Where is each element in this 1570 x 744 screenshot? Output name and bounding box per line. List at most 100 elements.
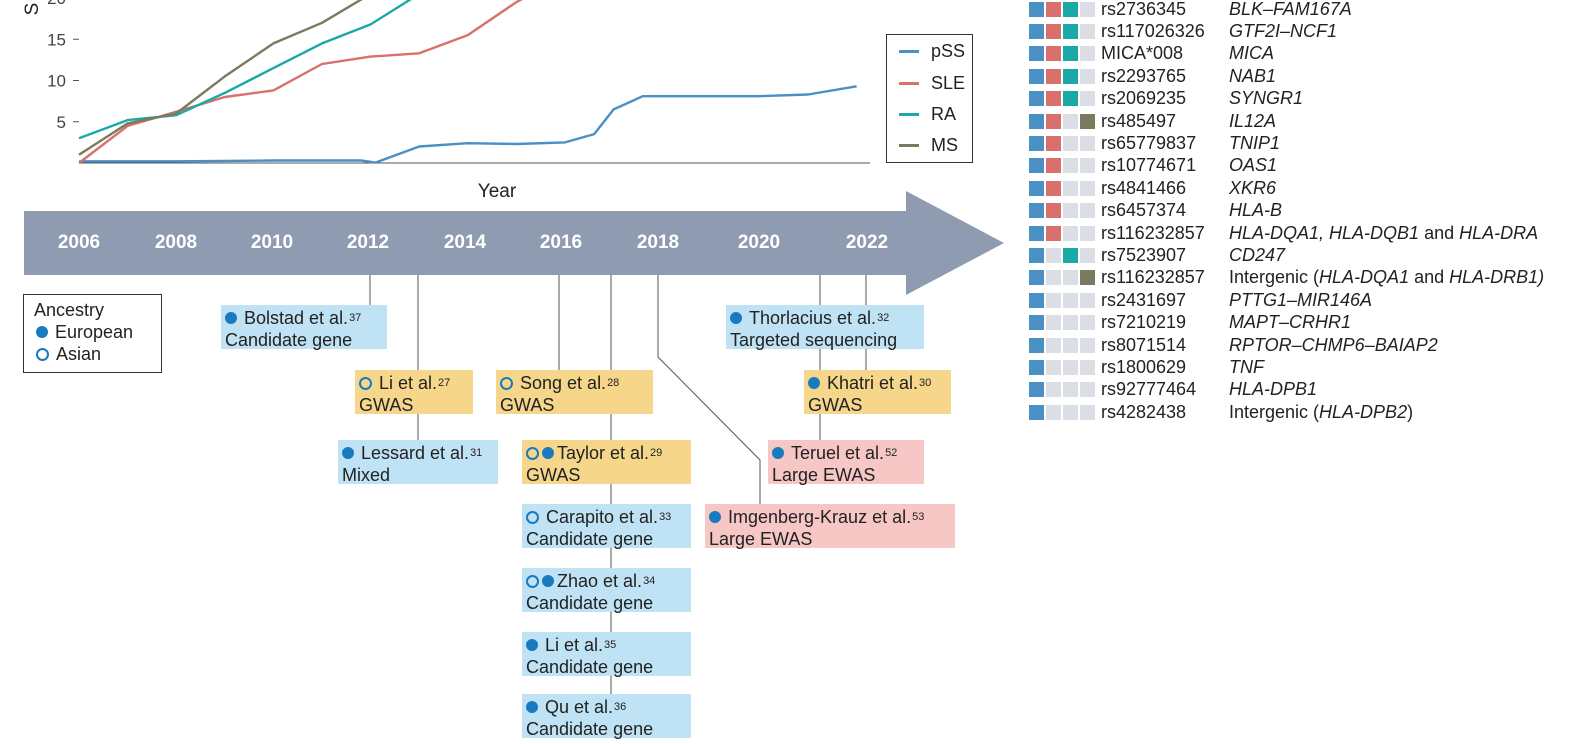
series-line-pss bbox=[79, 85, 857, 164]
disease-indicator-square bbox=[1029, 404, 1044, 420]
legend-item-sle: SLE bbox=[899, 71, 965, 95]
snp-gene: RPTOR–CHMP6–BAIAP2 bbox=[1229, 334, 1438, 355]
snp-row: rs117026326 GTF2I–NCF1 bbox=[1029, 20, 1337, 42]
snp-gene: TNIP1 bbox=[1229, 132, 1281, 153]
disease-indicator-square bbox=[1063, 270, 1078, 286]
snp-row: rs7523907 CD247 bbox=[1029, 244, 1285, 266]
timeline-year-label: 2006 bbox=[57, 232, 101, 253]
study-author: Taylor et al. bbox=[557, 443, 650, 463]
snp-gene: HLA-B bbox=[1229, 200, 1283, 221]
disease-indicator-square bbox=[1046, 404, 1061, 420]
study-box: Li et al. 27 GWAS bbox=[355, 370, 473, 415]
asian-ring-icon bbox=[526, 574, 539, 588]
disease-indicator-square bbox=[1080, 270, 1095, 286]
disease-indicator-square bbox=[1029, 203, 1044, 219]
snp-id: rs1800629 bbox=[1101, 356, 1187, 377]
legend-label-sle: SLE bbox=[931, 72, 966, 93]
disease-indicator-square bbox=[1063, 46, 1078, 62]
disease-indicator-square bbox=[1080, 315, 1095, 331]
snp-row: rs4282438 Intergenic (HLA-DPB2) bbox=[1029, 401, 1413, 423]
disease-indicator-square bbox=[1029, 337, 1044, 353]
snp-id: rs92777464 bbox=[1101, 379, 1197, 400]
study-box: Taylor et al. 29 GWAS bbox=[522, 440, 691, 485]
ancestry-european-label: European bbox=[55, 322, 134, 342]
timeline-year-label: 2012 bbox=[346, 232, 390, 253]
study-box: Li et al. 35 Candidate gene bbox=[522, 632, 691, 677]
disease-indicator-square bbox=[1063, 158, 1078, 174]
european-dot-icon bbox=[808, 377, 820, 389]
disease-indicator-square bbox=[1046, 46, 1061, 62]
european-dot-icon bbox=[730, 312, 742, 324]
disease-indicator-square bbox=[1046, 113, 1061, 129]
disease-indicator-square bbox=[1080, 23, 1095, 39]
ancestry-asian-row: Asian bbox=[34, 343, 151, 365]
study-citation: Khatri et al. 30 bbox=[808, 372, 947, 394]
snp-id: rs4282438 bbox=[1101, 401, 1187, 422]
disease-indicator-square bbox=[1029, 135, 1044, 151]
study-citation: Imgenberg-Krauz et al. 53 bbox=[709, 506, 951, 528]
legend-swatch-ra bbox=[899, 112, 919, 116]
european-dot-icon bbox=[225, 312, 237, 324]
legend-swatch-ms bbox=[899, 143, 919, 147]
legend-item-ra: RA bbox=[899, 102, 956, 126]
snp-row: rs116232857 Intergenic (HLA-DQA1 and HLA-… bbox=[1029, 267, 1544, 289]
disease-indicator-square bbox=[1029, 382, 1044, 398]
study-citation: Teruel et al. 52 bbox=[772, 442, 920, 464]
study-author: Bolstad et al. bbox=[244, 308, 349, 328]
ancestry-title: Ancestry bbox=[34, 300, 105, 320]
disease-indicator-square bbox=[1046, 225, 1061, 241]
study-author: Lessard et al. bbox=[361, 443, 470, 463]
study-citation: Thorlacius et al. 32 bbox=[730, 307, 920, 329]
disease-indicator-square bbox=[1063, 292, 1078, 308]
disease-indicator-square bbox=[1029, 91, 1044, 107]
study-type: Mixed bbox=[342, 465, 391, 485]
snp-id: rs10774671 bbox=[1101, 155, 1197, 176]
asian-ring-icon bbox=[526, 510, 539, 524]
disease-indicator-square bbox=[1046, 292, 1061, 308]
study-box: Thorlacius et al. 32 Targeted sequencing bbox=[726, 305, 924, 350]
disease-indicator-square bbox=[1029, 225, 1044, 241]
disease-indicator-square bbox=[1080, 91, 1095, 107]
legend-swatch-sle bbox=[899, 81, 919, 85]
disease-indicator-square bbox=[1063, 135, 1078, 151]
timeline-year-label: 2008 bbox=[154, 232, 198, 253]
european-dot-icon bbox=[542, 575, 554, 587]
disease-indicator-square bbox=[1046, 1, 1061, 17]
snp-id: rs2293765 bbox=[1101, 65, 1187, 86]
study-type: GWAS bbox=[808, 395, 863, 415]
study-author: Imgenberg-Krauz et al. bbox=[728, 507, 912, 527]
disease-indicator-square bbox=[1046, 91, 1061, 107]
snp-gene: BLK–FAM167A bbox=[1229, 0, 1352, 19]
y-tick-label: 10 bbox=[47, 72, 66, 91]
chart-legend: pSS SLE RA MS bbox=[886, 34, 973, 163]
asian-ring-icon bbox=[500, 376, 513, 390]
study-author: Carapito et al. bbox=[546, 507, 659, 527]
disease-indicator-square bbox=[1046, 359, 1061, 375]
study-author: Song et al. bbox=[520, 373, 607, 393]
snp-gene: NAB1 bbox=[1229, 65, 1277, 86]
series-line-sle bbox=[78, 0, 523, 164]
chart-axes: 5 10 15 20 Year S bbox=[22, 0, 870, 202]
snp-row: rs2431697 PTTG1–MIR146A bbox=[1029, 289, 1372, 311]
disease-indicator-square bbox=[1080, 382, 1095, 398]
study-type: Large EWAS bbox=[709, 529, 813, 549]
disease-indicator-square bbox=[1046, 158, 1061, 174]
study-type: GWAS bbox=[526, 465, 581, 485]
snp-row: rs485497 IL12A bbox=[1029, 110, 1276, 132]
disease-indicator-square bbox=[1080, 292, 1095, 308]
disease-indicator-square bbox=[1046, 270, 1061, 286]
disease-indicator-square bbox=[1029, 180, 1044, 196]
snp-gene: GTF2I–NCF1 bbox=[1229, 20, 1338, 41]
snp-row: rs6457374 HLA-B bbox=[1029, 200, 1282, 222]
ancestry-legend: Ancestry European Asian bbox=[23, 294, 162, 373]
timeline-connector bbox=[657, 275, 761, 504]
disease-indicator-square bbox=[1080, 46, 1095, 62]
european-dot-icon bbox=[36, 326, 48, 338]
disease-indicator-square bbox=[1029, 46, 1044, 62]
study-type: GWAS bbox=[500, 395, 555, 415]
disease-indicator-square bbox=[1063, 404, 1078, 420]
european-dot-icon bbox=[772, 447, 784, 459]
disease-indicator-square bbox=[1063, 203, 1078, 219]
snp-id: rs116232857 bbox=[1101, 222, 1205, 243]
snp-row: rs116232857 HLA-DQA1, HLA-DQB1 and HLA-DR… bbox=[1029, 222, 1538, 244]
